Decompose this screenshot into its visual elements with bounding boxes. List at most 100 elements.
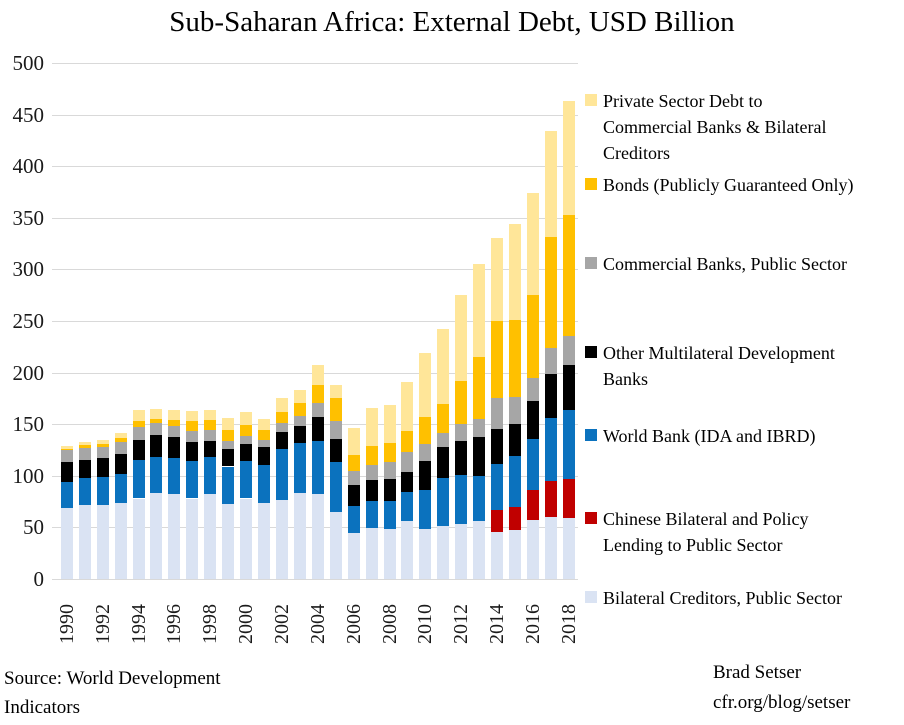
bar-segment-1995 xyxy=(150,493,163,579)
bar-segment-2012 xyxy=(455,424,468,441)
bar-segment-2014 xyxy=(491,321,504,399)
bar-segment-2004 xyxy=(311,402,324,417)
bar-segment-2011 xyxy=(437,446,450,478)
bar-segment-2005 xyxy=(329,398,342,422)
bar-segment-1990 xyxy=(60,481,73,508)
bar-segment-2002 xyxy=(275,423,288,433)
bar-segment-2012 xyxy=(455,524,468,579)
bar-segment-1998 xyxy=(204,430,217,441)
x-tick-label-2018: 2018 xyxy=(557,604,580,644)
gridline-450 xyxy=(52,114,578,116)
bar-segment-1991 xyxy=(78,441,91,445)
legend-label-line: Bilateral Creditors, Public Sector xyxy=(603,588,842,608)
legend-swatch-world-bank xyxy=(585,429,597,441)
legend-label-chinese-bilateral: Chinese Bilateral and Policy Lending to P… xyxy=(603,506,808,558)
bar-segment-2002 xyxy=(275,411,288,424)
bar-segment-2014 xyxy=(491,429,504,465)
bar-segment-1994 xyxy=(132,409,145,422)
legend-item-commercial-banks: Commercial Banks, Public Sector xyxy=(585,251,847,277)
bar-segment-1997 xyxy=(186,431,199,442)
bar-segment-2009 xyxy=(401,492,414,522)
bar-segment-2007 xyxy=(365,407,378,446)
bar-segment-1999 xyxy=(222,440,235,449)
bar-segment-1998 xyxy=(204,440,217,458)
source-note: Source: World Development Indicators xyxy=(4,664,221,722)
bar-segment-1995 xyxy=(150,457,163,494)
legend-swatch-private-sector-debt xyxy=(585,94,597,106)
bar-segment-2009 xyxy=(401,521,414,579)
bar-segment-1990 xyxy=(60,462,73,482)
bar-segment-2008 xyxy=(383,442,396,463)
x-tick-label-2000: 2000 xyxy=(235,604,258,644)
bar-segment-1999 xyxy=(222,466,235,504)
bar-segment-1998 xyxy=(204,494,217,579)
bar-segment-2009 xyxy=(401,452,414,472)
legend-item-world-bank: World Bank (IDA and IBRD) xyxy=(585,423,816,449)
bar-segment-2017 xyxy=(544,237,557,348)
legend-label-line: Private Sector Debt to xyxy=(603,91,763,111)
bar-segment-2014 xyxy=(491,238,504,321)
bar-segment-1992 xyxy=(96,504,109,579)
y-tick-label-0: 0 xyxy=(33,567,45,591)
bar-segment-2013 xyxy=(473,357,486,420)
bar-segment-2017 xyxy=(544,418,557,481)
bar-segment-1994 xyxy=(132,460,145,499)
gridline-300 xyxy=(52,269,578,271)
bar-segment-2017 xyxy=(544,517,557,579)
bar-segment-2003 xyxy=(293,415,306,427)
bar-segment-1991 xyxy=(78,477,91,505)
bar-segment-2006 xyxy=(347,532,360,579)
bar-segment-1994 xyxy=(132,427,145,440)
bar-segment-2017 xyxy=(544,131,557,238)
bar-segment-2011 xyxy=(437,329,450,404)
bar-segment-2002 xyxy=(275,398,288,412)
bar-segment-2002 xyxy=(275,448,288,500)
bar-segment-2001 xyxy=(258,439,271,447)
bar-segment-1990 xyxy=(60,507,73,579)
bar-segment-1993 xyxy=(114,454,127,474)
legend-label-line: Other Multilateral Development xyxy=(603,343,835,363)
x-tick-label-1994: 1994 xyxy=(127,604,150,644)
x-tick-label-2012: 2012 xyxy=(450,604,473,644)
bar-segment-2007 xyxy=(365,465,378,480)
bar-segment-2010 xyxy=(419,529,432,579)
bar-segment-1999 xyxy=(222,448,235,467)
bar-segment-2018 xyxy=(562,336,575,366)
bar-segment-2016 xyxy=(526,401,539,439)
author-credit: Brad Setser cfr.org/blog/setser xyxy=(713,658,850,718)
y-tick-label-400: 400 xyxy=(12,154,45,179)
bar-segment-2012 xyxy=(455,380,468,425)
legend-swatch-chinese-bilateral xyxy=(585,512,597,524)
bar-segment-2009 xyxy=(401,471,414,493)
bar-segment-2003 xyxy=(293,402,306,416)
x-tick-label-2014: 2014 xyxy=(486,604,509,644)
x-tick-label-2016: 2016 xyxy=(521,604,544,644)
y-tick-label-350: 350 xyxy=(12,205,45,230)
bar-segment-2010 xyxy=(419,461,432,491)
bar-segment-2002 xyxy=(275,432,288,449)
x-tick-label-1996: 1996 xyxy=(163,604,186,644)
bar-segment-2014 xyxy=(491,531,504,579)
bar-segment-2016 xyxy=(526,193,539,296)
x-tick-label-2002: 2002 xyxy=(270,604,293,644)
bar-segment-1998 xyxy=(204,457,217,495)
bar-segment-2000 xyxy=(240,498,253,579)
bar-segment-1997 xyxy=(186,498,199,579)
legend-label-line: Lending to Public Sector xyxy=(603,535,783,555)
bar-segment-2006 xyxy=(347,485,360,506)
bar-segment-2003 xyxy=(293,442,306,494)
x-tick-label-1998: 1998 xyxy=(199,604,222,644)
gridline-400 xyxy=(52,166,578,168)
bar-segment-2006 xyxy=(347,428,360,456)
x-tick-label-1992: 1992 xyxy=(91,604,114,644)
bar-segment-2013 xyxy=(473,419,486,437)
legend-label-private-sector-debt: Private Sector Debt to Commercial Banks &… xyxy=(603,88,826,166)
bar-segment-2010 xyxy=(419,352,432,417)
bar-segment-2017 xyxy=(544,480,557,518)
bar-segment-2004 xyxy=(311,416,324,441)
bar-segment-1990 xyxy=(60,445,73,449)
bar-segment-1992 xyxy=(96,476,109,505)
legend-swatch-other-mdb xyxy=(585,346,597,358)
bar-segment-2008 xyxy=(383,404,396,443)
y-tick-label-150: 150 xyxy=(12,412,45,437)
